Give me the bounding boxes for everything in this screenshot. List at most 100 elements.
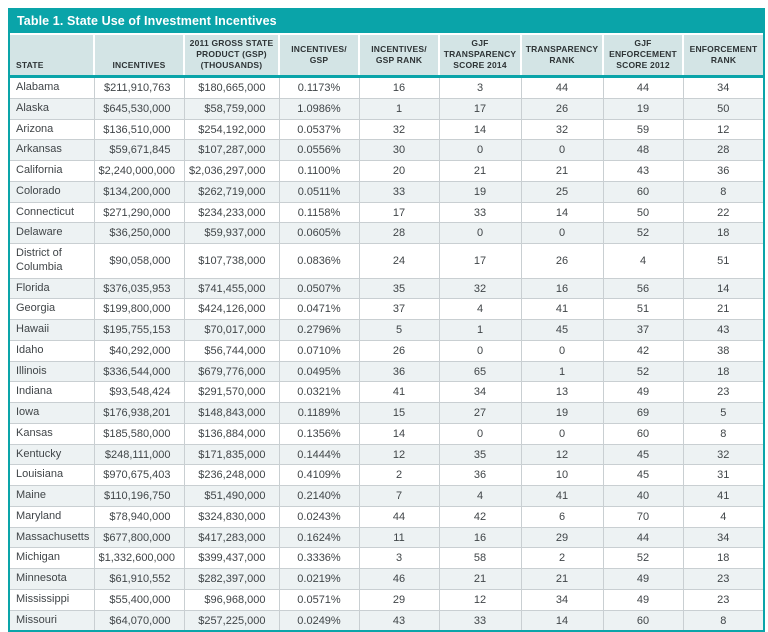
table-row: Louisiana $970,675,403 $236,248,000 0.4109%… <box>10 464 763 487</box>
cell-incentives-gsp-rank: 41 <box>358 381 440 404</box>
table-row: Connecticut $271,290,000 $234,233,000 0.115… <box>10 201 763 224</box>
cell-incentives: $970,675,403 <box>93 464 185 487</box>
data-table: STATE INCENTIVES 2011 GROSS STATE PRODUCT … <box>10 33 763 631</box>
cell-gsp: $399,437,000 <box>183 547 280 570</box>
cell-gjf-enforcement-score-2012: 19 <box>602 97 684 120</box>
column-header-gsp: 2011 GROSS STATE PRODUCT (GSP) (THOUSAND… <box>183 33 279 79</box>
cell-enforcement-rank: 38 <box>682 339 763 362</box>
cell-incentives-gsp-rank: 37 <box>358 298 440 321</box>
cell-incentives-gsp: 0.2796% <box>278 319 360 341</box>
cell-state: Florida <box>10 277 95 300</box>
cell-state: Kansas <box>10 422 95 445</box>
table-row: Hawaii $195,755,153 $70,017,000 0.2796% 5 1 45… <box>10 319 763 341</box>
cell-incentives-gsp: 0.1189% <box>278 402 360 424</box>
cell-gjf-enforcement-score-2012: 70 <box>602 505 684 528</box>
cell-gjf-transparency-score-2014: 58 <box>438 547 522 570</box>
cell-incentives-gsp: 0.0249% <box>278 609 360 631</box>
table-row: Arkansas $59,671,845 $107,287,000 0.0556% 30… <box>10 139 763 162</box>
cell-incentives-gsp-rank: 20 <box>358 160 440 182</box>
cell-incentives: $64,070,000 <box>93 609 185 631</box>
cell-enforcement-rank: 21 <box>682 298 763 321</box>
cell-gjf-transparency-score-2014: 33 <box>438 201 522 224</box>
column-header-gjf-transparency-score-2014: GJF TRANSPARENCY SCORE 2014 <box>438 33 521 79</box>
cell-gjf-transparency-score-2014: 42 <box>438 505 522 528</box>
cell-gsp: $107,738,000 <box>183 243 280 279</box>
cell-gjf-transparency-score-2014: 36 <box>438 464 522 487</box>
cell-gjf-transparency-score-2014: 0 <box>438 222 522 245</box>
cell-gsp: $254,192,000 <box>183 118 280 141</box>
cell-incentives-gsp: 0.1356% <box>278 422 360 445</box>
cell-incentives-gsp-rank: 43 <box>358 609 440 631</box>
cell-state: Iowa <box>10 402 95 424</box>
cell-incentives-gsp-rank: 24 <box>358 243 440 279</box>
cell-gsp: $262,719,000 <box>183 180 280 203</box>
cell-transparency-rank: 34 <box>520 588 604 611</box>
table-row: Illinois $336,544,000 $679,776,000 0.0495% 3… <box>10 360 763 383</box>
cell-incentives-gsp-rank: 32 <box>358 118 440 141</box>
cell-gjf-transparency-score-2014: 4 <box>438 485 522 507</box>
cell-enforcement-rank: 36 <box>682 160 763 182</box>
cell-state: Louisiana <box>10 464 95 487</box>
cell-state: Georgia <box>10 298 95 321</box>
cell-gjf-transparency-score-2014: 12 <box>438 588 522 611</box>
cell-incentives-gsp: 0.0507% <box>278 277 360 300</box>
cell-gjf-transparency-score-2014: 0 <box>438 139 522 162</box>
table-row: Kentucky $248,111,000 $171,835,000 0.1444% 1… <box>10 443 763 466</box>
cell-transparency-rank: 25 <box>520 180 604 203</box>
cell-state: Idaho <box>10 339 95 362</box>
cell-incentives-gsp: 0.0710% <box>278 339 360 362</box>
cell-incentives: $199,800,000 <box>93 298 185 321</box>
cell-gjf-enforcement-score-2012: 44 <box>602 76 684 99</box>
table-row: Maine $110,196,750 $51,490,000 0.2140% 7 4 41 4… <box>10 485 763 507</box>
cell-state: Delaware <box>10 222 95 245</box>
cell-incentives-gsp-rank: 36 <box>358 360 440 383</box>
cell-incentives-gsp: 0.3336% <box>278 547 360 570</box>
cell-incentives: $78,940,000 <box>93 505 185 528</box>
cell-incentives: $271,290,000 <box>93 201 185 224</box>
cell-incentives: $185,580,000 <box>93 422 185 445</box>
cell-incentives: $136,510,000 <box>93 118 185 141</box>
cell-incentives: $1,332,600,000 <box>93 547 185 570</box>
cell-incentives-gsp: 0.0571% <box>278 588 360 611</box>
cell-gjf-transparency-score-2014: 65 <box>438 360 522 383</box>
cell-gjf-transparency-score-2014: 0 <box>438 339 522 362</box>
cell-transparency-rank: 2 <box>520 547 604 570</box>
cell-state: Alabama <box>10 76 95 99</box>
cell-transparency-rank: 13 <box>520 381 604 404</box>
cell-gjf-transparency-score-2014: 17 <box>438 243 522 279</box>
cell-gjf-enforcement-score-2012: 60 <box>602 609 684 631</box>
cell-incentives-gsp: 0.0511% <box>278 180 360 203</box>
cell-gjf-transparency-score-2014: 32 <box>438 277 522 300</box>
cell-enforcement-rank: 14 <box>682 277 763 300</box>
cell-enforcement-rank: 28 <box>682 139 763 162</box>
cell-gjf-transparency-score-2014: 0 <box>438 422 522 445</box>
table-row: Alabama $211,910,763 $180,665,000 0.1173% 16… <box>10 76 763 99</box>
cell-transparency-rank: 26 <box>520 243 604 279</box>
cell-incentives-gsp-rank: 12 <box>358 443 440 466</box>
cell-transparency-rank: 14 <box>520 201 604 224</box>
cell-incentives-gsp-rank: 30 <box>358 139 440 162</box>
header-row: STATE INCENTIVES 2011 GROSS STATE PRODUCT … <box>10 33 763 79</box>
cell-state: Minnesota <box>10 568 95 590</box>
cell-gsp: $236,248,000 <box>183 464 280 487</box>
cell-gjf-enforcement-score-2012: 42 <box>602 339 684 362</box>
column-header-incentives: INCENTIVES <box>93 33 184 79</box>
cell-enforcement-rank: 18 <box>682 222 763 245</box>
cell-incentives: $90,058,000 <box>93 243 185 279</box>
cell-enforcement-rank: 50 <box>682 97 763 120</box>
cell-gsp: $417,283,000 <box>183 526 280 549</box>
table-header: STATE INCENTIVES 2011 GROSS STATE PRODUCT … <box>10 33 763 79</box>
table-row: Iowa $176,938,201 $148,843,000 0.1189% 15 27 1… <box>10 402 763 424</box>
cell-incentives-gsp: 0.0605% <box>278 222 360 245</box>
cell-gjf-transparency-score-2014: 34 <box>438 381 522 404</box>
cell-gsp: $59,937,000 <box>183 222 280 245</box>
cell-incentives-gsp-rank: 17 <box>358 201 440 224</box>
cell-enforcement-rank: 51 <box>682 243 763 279</box>
cell-gsp: $171,835,000 <box>183 443 280 466</box>
cell-gsp: $291,570,000 <box>183 381 280 404</box>
cell-gjf-enforcement-score-2012: 45 <box>602 443 684 466</box>
cell-transparency-rank: 19 <box>520 402 604 424</box>
cell-incentives-gsp: 0.0471% <box>278 298 360 321</box>
cell-gjf-transparency-score-2014: 35 <box>438 443 522 466</box>
table-row: Maryland $78,940,000 $324,830,000 0.0243% 44… <box>10 505 763 528</box>
